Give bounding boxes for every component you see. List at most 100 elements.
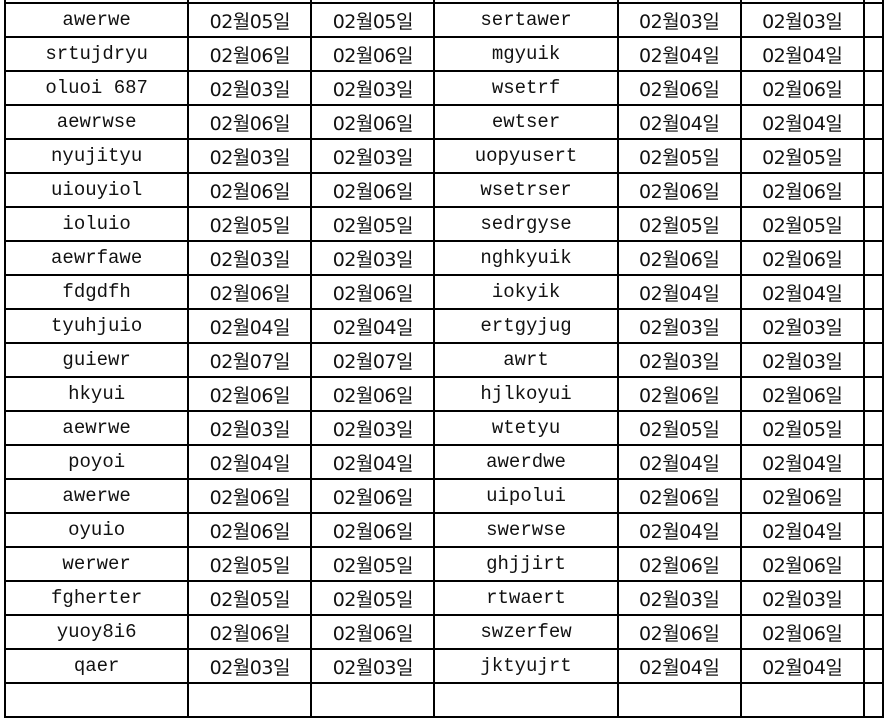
date-cell[interactable] (187, 682, 313, 718)
empty-cell[interactable] (862, 580, 884, 616)
name-cell[interactable]: nyujityu (3, 138, 190, 174)
empty-cell[interactable] (862, 444, 884, 480)
name-cell[interactable]: wtetyu (433, 410, 619, 446)
date-cell[interactable] (310, 682, 436, 718)
empty-cell[interactable] (862, 512, 884, 548)
name-cell[interactable]: iokyik (433, 274, 619, 310)
name-cell[interactable]: jktyujrt (433, 648, 619, 684)
empty-cell[interactable] (862, 614, 884, 650)
date-cell[interactable]: 02월05일 (739, 206, 865, 242)
name-cell[interactable]: ioluio (3, 206, 190, 242)
date-cell[interactable]: 02월03일 (187, 410, 313, 446)
name-cell[interactable]: awerwe (3, 2, 190, 38)
date-cell[interactable]: 02월03일 (187, 240, 313, 276)
date-cell[interactable]: 02월06일 (187, 104, 313, 140)
date-cell[interactable]: 02월06일 (739, 240, 865, 276)
date-cell[interactable]: 02월05일 (616, 410, 742, 446)
date-cell[interactable]: 02월03일 (310, 138, 436, 174)
name-cell[interactable]: qaer (3, 648, 190, 684)
empty-cell[interactable] (862, 308, 884, 344)
date-cell[interactable]: 02월05일 (187, 206, 313, 242)
date-cell[interactable]: 02월04일 (739, 274, 865, 310)
date-cell[interactable]: 02월03일 (616, 580, 742, 616)
empty-cell[interactable] (862, 376, 884, 412)
name-cell[interactable] (433, 0, 619, 4)
date-cell[interactable]: 02월06일 (310, 104, 436, 140)
date-cell[interactable]: 02월04일 (310, 444, 436, 480)
empty-cell[interactable] (862, 342, 884, 378)
date-cell[interactable]: 02월06일 (187, 614, 313, 650)
date-cell[interactable]: 02월06일 (187, 274, 313, 310)
date-cell[interactable]: 02월06일 (310, 614, 436, 650)
date-cell[interactable]: 02월04일 (739, 512, 865, 548)
date-cell[interactable]: 02월06일 (739, 172, 865, 208)
name-cell[interactable]: awerdwe (433, 444, 619, 480)
name-cell[interactable]: awerwe (3, 478, 190, 514)
name-cell[interactable]: wsetrser (433, 172, 619, 208)
name-cell[interactable] (433, 682, 619, 718)
date-cell[interactable]: 02월03일 (310, 410, 436, 446)
empty-cell[interactable] (862, 648, 884, 684)
date-cell[interactable]: 02월04일 (739, 36, 865, 72)
empty-cell[interactable] (862, 0, 884, 4)
date-cell[interactable]: 02월06일 (187, 36, 313, 72)
empty-cell[interactable] (862, 2, 884, 38)
name-cell[interactable]: yuoy8i6 (3, 614, 190, 650)
date-cell[interactable]: 02월06일 (310, 172, 436, 208)
name-cell[interactable]: swzerfew (433, 614, 619, 650)
name-cell[interactable]: mgyuik (433, 36, 619, 72)
empty-cell[interactable] (862, 546, 884, 582)
date-cell[interactable]: 02월04일 (616, 104, 742, 140)
date-cell[interactable] (739, 682, 865, 718)
date-cell[interactable]: 02월06일 (739, 614, 865, 650)
date-cell[interactable]: 02월04일 (616, 36, 742, 72)
name-cell[interactable]: nghkyuik (433, 240, 619, 276)
name-cell[interactable]: hkyui (3, 376, 190, 412)
date-cell[interactable]: 02월06일 (310, 36, 436, 72)
date-cell[interactable]: 02월05일 (739, 138, 865, 174)
date-cell[interactable]: 02월05일 (616, 138, 742, 174)
name-cell[interactable]: poyoi (3, 444, 190, 480)
date-cell[interactable]: 02월06일 (739, 70, 865, 106)
empty-cell[interactable] (862, 240, 884, 276)
date-cell[interactable]: 02월03일 (739, 580, 865, 616)
empty-cell[interactable] (862, 478, 884, 514)
date-cell[interactable]: 02월03일 (616, 308, 742, 344)
date-cell[interactable] (616, 0, 742, 4)
date-cell[interactable] (187, 0, 313, 4)
date-cell[interactable]: 02월04일 (739, 444, 865, 480)
name-cell[interactable]: fgherter (3, 580, 190, 616)
date-cell[interactable]: 02월06일 (310, 274, 436, 310)
date-cell[interactable]: 02월05일 (739, 410, 865, 446)
date-cell[interactable]: 02월06일 (739, 376, 865, 412)
name-cell[interactable]: oyuio (3, 512, 190, 548)
date-cell[interactable]: 02월07일 (310, 342, 436, 378)
date-cell[interactable]: 02월04일 (616, 512, 742, 548)
date-cell[interactable]: 02월03일 (616, 2, 742, 38)
date-cell[interactable]: 02월05일 (616, 206, 742, 242)
date-cell[interactable]: 02월06일 (616, 70, 742, 106)
date-cell[interactable]: 02월05일 (187, 546, 313, 582)
date-cell[interactable]: 02월06일 (187, 512, 313, 548)
name-cell[interactable]: rtwaert (433, 580, 619, 616)
name-cell[interactable]: tyuhjuio (3, 308, 190, 344)
name-cell[interactable]: uipolui (433, 478, 619, 514)
date-cell[interactable]: 02월05일 (310, 546, 436, 582)
name-cell[interactable]: ghjjirt (433, 546, 619, 582)
name-cell[interactable]: hjlkoyui (433, 376, 619, 412)
date-cell[interactable]: 02월06일 (310, 512, 436, 548)
date-cell[interactable]: 02월05일 (310, 580, 436, 616)
date-cell[interactable]: 02월06일 (616, 376, 742, 412)
name-cell[interactable]: oluoi 687 (3, 70, 190, 106)
date-cell[interactable]: 02월03일 (187, 138, 313, 174)
date-cell[interactable]: 02월03일 (739, 308, 865, 344)
empty-cell[interactable] (862, 138, 884, 174)
name-cell[interactable]: sedrgyse (433, 206, 619, 242)
date-cell[interactable]: 02월03일 (616, 342, 742, 378)
date-cell[interactable]: 02월06일 (616, 614, 742, 650)
name-cell[interactable]: aewrwe (3, 410, 190, 446)
date-cell[interactable]: 02월06일 (187, 376, 313, 412)
date-cell[interactable] (310, 0, 436, 4)
date-cell[interactable]: 02월03일 (187, 70, 313, 106)
date-cell[interactable]: 02월04일 (739, 648, 865, 684)
